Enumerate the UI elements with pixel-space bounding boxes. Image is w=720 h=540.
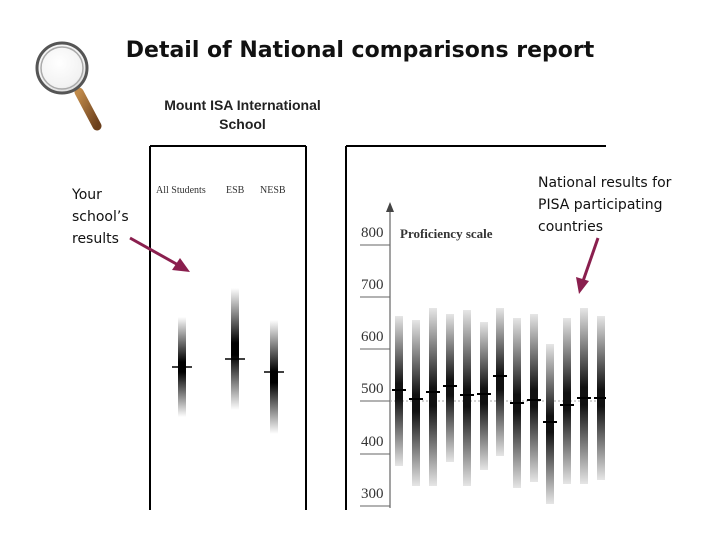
school-note-line1: Your — [72, 187, 102, 203]
national-note-line1: National results for — [538, 175, 672, 191]
scale-tick-500: 500 — [361, 381, 384, 397]
country-bar — [530, 314, 538, 482]
country-bar — [563, 318, 571, 484]
school-note-line3: results — [72, 231, 119, 247]
school-bars — [172, 288, 284, 434]
scale-tick-700: 700 — [361, 277, 384, 293]
country-bar — [496, 308, 504, 456]
national-note-line3: countries — [538, 219, 604, 235]
scale-title: Proficiency scale — [400, 226, 493, 241]
country-bar — [446, 314, 454, 462]
national-arrow-icon — [576, 237, 600, 294]
scale-tick-800: 800 — [361, 225, 384, 241]
school-results-note: Your school’s results — [72, 184, 162, 250]
national-bars — [392, 308, 606, 504]
scale-tick-400: 400 — [361, 434, 384, 450]
country-bar — [480, 322, 488, 470]
school-name-line1: Mount ISA International — [164, 97, 321, 113]
school-arrow-icon — [129, 236, 190, 272]
slide-title: Detail of National comparisons report — [125, 38, 595, 63]
scale-tick-600: 600 — [361, 329, 384, 345]
school-panel — [149, 145, 307, 510]
school-bar-esb — [231, 288, 239, 410]
school-bar-nesb — [270, 320, 278, 434]
column-nesb: NESB — [260, 185, 286, 196]
school-name-line2: School — [219, 116, 266, 132]
national-results-note: National results for PISA participating … — [538, 172, 698, 238]
country-bar — [546, 344, 554, 504]
column-all-students: All Students — [156, 185, 206, 196]
national-note-line2: PISA participating — [538, 197, 663, 213]
school-name: Mount ISA International School — [150, 96, 335, 134]
country-bar — [463, 310, 471, 486]
country-bar — [412, 320, 420, 486]
country-bar — [429, 308, 437, 486]
column-esb: ESB — [226, 185, 245, 196]
school-note-line2: school’s — [72, 209, 129, 225]
country-bar — [580, 308, 588, 484]
national-panel — [345, 145, 606, 510]
scale-tick-300: 300 — [361, 486, 384, 502]
